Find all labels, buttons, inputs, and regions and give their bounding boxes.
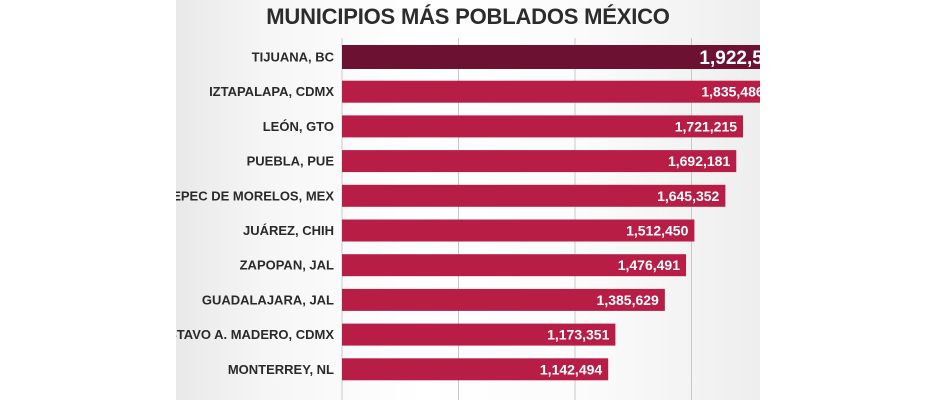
category-label: ZAPOPAN, JAL [240, 258, 334, 273]
value-label: 1,922,523 [699, 48, 760, 69]
bar-row: MONTERREY, NL 1,142,494 [228, 358, 609, 381]
category-label: GUSTAVO A. MADERO, CDMX [176, 327, 334, 342]
bar-row: GUADALAJARA, JAL 1,385,629 [202, 288, 665, 311]
value-label: 1,173,351 [547, 327, 609, 343]
value-label: 1,835,486 [701, 84, 760, 100]
value-label: 1,142,494 [540, 361, 602, 377]
value-label: 1,512,450 [626, 223, 688, 239]
bar-row: ECATEPEC DE MORELOS, MEX 1,645,352 [176, 184, 726, 207]
bar [342, 80, 760, 103]
bar-row: TIJUANA, BC 1,922,523 [252, 45, 760, 69]
category-label: PUEBLA, PUE [247, 154, 335, 169]
bar [342, 323, 616, 346]
value-label: 1,721,215 [675, 118, 737, 134]
bar [342, 219, 695, 242]
value-label: 1,476,491 [618, 257, 680, 273]
value-label: 1,692,181 [668, 153, 730, 169]
category-label: IZTAPALAPA, CDMX [209, 84, 334, 99]
category-label: JUÁREZ, CHIH [243, 223, 334, 238]
bar-row: GUSTAVO A. MADERO, CDMX 1,173,351 [176, 323, 616, 346]
bar [342, 115, 744, 138]
bar [342, 254, 687, 277]
bar-row: IZTAPALAPA, CDMX 1,835,486 [209, 80, 760, 103]
value-label: 1,385,629 [597, 292, 659, 308]
category-label: GUADALAJARA, JAL [202, 292, 334, 307]
category-label: ECATEPEC DE MORELOS, MEX [176, 188, 334, 203]
bar [342, 45, 760, 69]
chart-panel: MUNICIPIOS MÁS POBLADOS MÉXICO TIJUANA, … [176, 0, 760, 400]
bar-chart: TIJUANA, BC 1,922,523 IZTAPALAPA, CDMX 1,83… [176, 38, 760, 400]
chart-title: MUNICIPIOS MÁS POBLADOS MÉXICO [266, 4, 670, 29]
bar [342, 184, 726, 207]
bar-row: LEÓN, GTO 1,721,215 [263, 115, 744, 138]
category-label: MONTERREY, NL [228, 362, 334, 377]
bar [342, 288, 665, 311]
value-label: 1,645,352 [657, 188, 719, 204]
bar-row: JUÁREZ, CHIH 1,512,450 [243, 219, 695, 242]
category-label: LEÓN, GTO [263, 119, 334, 134]
bar-row: PUEBLA, PUE 1,692,181 [247, 150, 737, 173]
category-label: TIJUANA, BC [252, 50, 335, 65]
bar [342, 358, 609, 381]
bar-row: ZAPOPAN, JAL 1,476,491 [240, 254, 687, 277]
bar [342, 150, 737, 173]
